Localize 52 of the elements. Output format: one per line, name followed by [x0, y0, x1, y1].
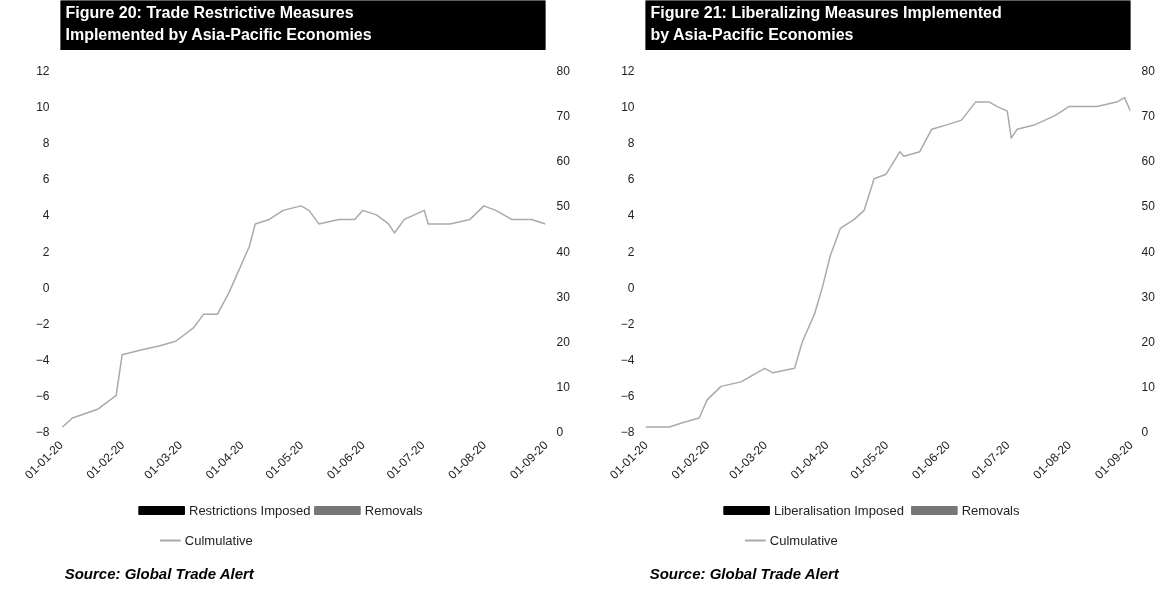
y2-tick-label: 60 [556, 154, 571, 169]
y2-tick-label: 0 [556, 425, 564, 439]
y2-tick-label: 30 [556, 289, 571, 304]
legend-label: Culmulative [769, 533, 838, 548]
chart-title: Figure 20: Trade Restrictive Measures Implemented by Asia-Pacific Economies [65, 3, 372, 43]
y2-tick-label: 50 [556, 199, 571, 214]
y2-tick-label: 10 [556, 379, 571, 394]
y-tick-label: 0 [627, 280, 635, 295]
y2-tick-label: 0 [1141, 425, 1149, 439]
y-tick-label: 2 [627, 244, 635, 259]
y-tick-label: −6 [35, 388, 50, 403]
y-tick-label: −4 [35, 352, 50, 367]
y-tick-label: 10 [36, 100, 50, 115]
y-tick-label: 12 [621, 64, 635, 78]
y-tick-label: −2 [620, 316, 635, 331]
y2-tick-label: 20 [556, 334, 571, 349]
y-tick-label: 6 [627, 172, 635, 187]
y2-tick-label: 70 [1141, 109, 1156, 124]
y-tick-label: 8 [42, 136, 50, 151]
y-tick-label: 4 [627, 208, 635, 223]
y2-tick-label: 30 [1141, 289, 1156, 304]
y-tick-label: −2 [35, 316, 50, 331]
y-tick-label: 10 [621, 100, 635, 115]
y-tick-label: 12 [36, 64, 50, 78]
legend-label: Liberalisation Imposed [774, 503, 905, 518]
y2-tick-label: 10 [1141, 379, 1156, 394]
y-tick-label: 8 [627, 136, 635, 151]
y-tick-label: −8 [35, 425, 50, 439]
source-note: Source: Global Trade Alert [64, 564, 255, 582]
legend-label: Restrictions Imposed [189, 503, 311, 518]
line-series [645, 96, 1131, 428]
legend-label: Culmulative [184, 533, 253, 548]
y-tick-label: 2 [42, 244, 50, 259]
y-tick-label: 0 [42, 280, 50, 295]
y2-tick-label: 40 [556, 244, 571, 259]
y-tick-label: 6 [42, 172, 50, 187]
source-note: Source: Global Trade Alert [649, 564, 840, 582]
y2-tick-label: 20 [1141, 334, 1156, 349]
chart-title: Figure 21: Liberalizing Measures Implemented by Asia-Pacific Economies [650, 3, 1002, 43]
y-tick-label: −4 [620, 352, 635, 367]
y2-tick-label: 70 [556, 109, 571, 124]
y2-tick-label: 50 [1141, 199, 1156, 214]
y2-tick-label: 60 [1141, 154, 1156, 169]
legend-label: Removals [961, 503, 1020, 518]
line-series [61, 205, 546, 428]
y-tick-label: 4 [42, 208, 50, 223]
y-tick-label: −8 [620, 425, 635, 439]
y2-tick-label: 80 [1141, 64, 1156, 78]
y2-tick-label: 40 [1141, 244, 1156, 259]
y2-tick-label: 80 [556, 64, 571, 78]
y-tick-label: −6 [620, 388, 635, 403]
legend-label: Removals [364, 503, 424, 518]
